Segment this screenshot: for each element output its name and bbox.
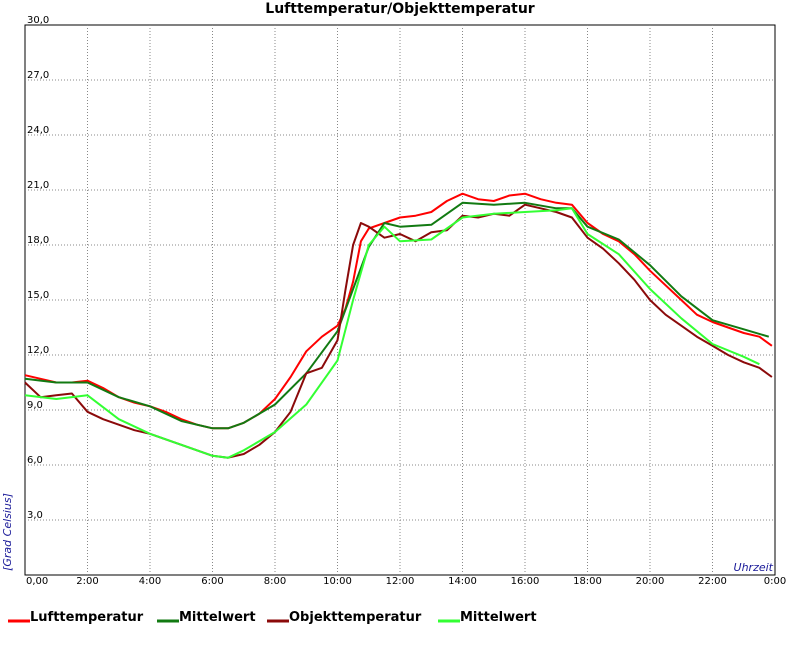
- legend-label: Mittelwert: [460, 610, 537, 625]
- y-tick-label: 27,0: [27, 70, 49, 81]
- x-tick-label: 16:00: [511, 576, 540, 587]
- y-tick-label: 18,0: [27, 235, 49, 246]
- x-tick-label: 6:00: [201, 576, 223, 587]
- x-tick-label: 20:00: [636, 576, 665, 587]
- y-tick-label: 6,0: [27, 455, 43, 466]
- legend-label: Lufttemperatur: [30, 610, 144, 625]
- x-tick-label: 0,00: [26, 576, 48, 587]
- y-tick-label: 12,0: [27, 345, 49, 356]
- x-axis-title: Uhrzeit: [734, 561, 774, 574]
- y-axis-title: [Grad Celsius]: [1, 493, 14, 571]
- x-tick-label: 4:00: [139, 576, 161, 587]
- x-tick-label: 14:00: [448, 576, 477, 587]
- x-tick-label: 8:00: [264, 576, 286, 587]
- chart-legend: Lufttemperatur Mittelwert Objekttemperatur…: [8, 610, 537, 625]
- legend-label: Objekttemperatur: [289, 610, 422, 625]
- axis-tick-labels: 3,0 6,0 9,0 12,0 15,0 18,0 21,0 24,0 27,0 30,0 0,0…: [26, 15, 786, 587]
- x-tick-label: 22:00: [698, 576, 727, 587]
- series-line-4: [24, 207, 760, 459]
- y-tick-label: 9,0: [27, 400, 43, 411]
- y-tick-label: 15,0: [27, 290, 49, 301]
- y-tick-label: 24,0: [27, 125, 49, 136]
- x-tick-label: 10:00: [323, 576, 352, 587]
- y-tick-label: 3,0: [27, 510, 43, 521]
- data-series: [24, 192, 773, 459]
- y-tick-label: 30,0: [27, 15, 49, 26]
- x-tick-label: 2:00: [76, 576, 98, 587]
- chart-title: Lufttemperatur/Objekttemperatur: [265, 1, 535, 17]
- x-tick-label: 12:00: [386, 576, 415, 587]
- grid-lines: [25, 25, 775, 575]
- legend-label: Mittelwert: [179, 610, 256, 625]
- y-tick-label: 21,0: [27, 180, 49, 191]
- x-tick-label: 18:00: [573, 576, 602, 587]
- series-line-2: [24, 201, 770, 430]
- x-tick-label: 0:00: [764, 576, 786, 587]
